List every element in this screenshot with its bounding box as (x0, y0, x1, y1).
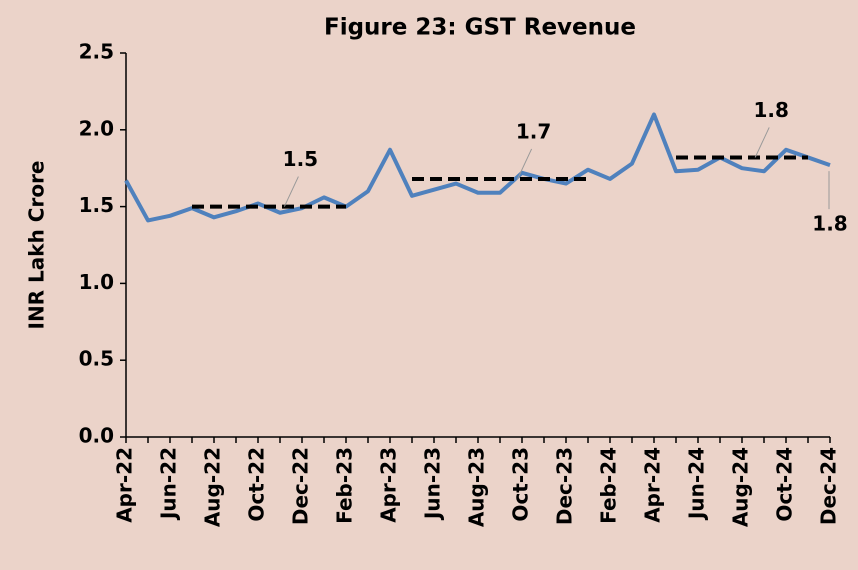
average-label: 1.5 (283, 147, 318, 171)
y-tick-label: 2.5 (79, 40, 114, 64)
chart-title: Figure 23: GST Revenue (324, 15, 636, 41)
x-tick-label: Apr-23 (377, 447, 401, 523)
y-tick-label: 1.5 (79, 193, 114, 217)
x-tick-label: Aug-23 (465, 447, 489, 527)
x-tick-label: Oct-24 (773, 447, 797, 522)
x-tick-label: Aug-22 (201, 447, 225, 527)
x-tick-label: Feb-23 (333, 447, 357, 524)
leader-line (517, 148, 533, 180)
x-tick-label: Oct-22 (245, 447, 269, 522)
average-label: 1.8 (753, 98, 788, 122)
x-tick-label: Dec-24 (817, 447, 841, 525)
y-tick-label: 0.5 (79, 347, 114, 371)
x-tick-label: Dec-23 (553, 447, 577, 525)
x-tick-label: Jun-23 (421, 447, 445, 521)
x-tick-label: Jun-22 (157, 447, 181, 521)
x-tick-label: Apr-22 (113, 447, 137, 523)
x-tick-label: Dec-22 (289, 447, 313, 525)
y-axis-title: INR Lakh Crore (25, 161, 49, 330)
x-tick-label: Feb-24 (597, 447, 621, 524)
series-line (124, 112, 831, 223)
end-label: 1.8 (812, 212, 847, 236)
x-tick-label: Apr-24 (641, 447, 665, 523)
average-label: 1.7 (516, 119, 551, 143)
x-tick-label: Aug-24 (729, 447, 753, 527)
y-tick-label: 1.0 (79, 270, 114, 294)
leader-line (754, 127, 770, 158)
x-tick-label: Oct-23 (509, 447, 533, 522)
x-tick-label: Jun-24 (685, 447, 709, 521)
y-tick-label: 0.0 (79, 424, 114, 448)
y-tick-label: 2.0 (79, 116, 114, 140)
leader-line (283, 176, 299, 207)
